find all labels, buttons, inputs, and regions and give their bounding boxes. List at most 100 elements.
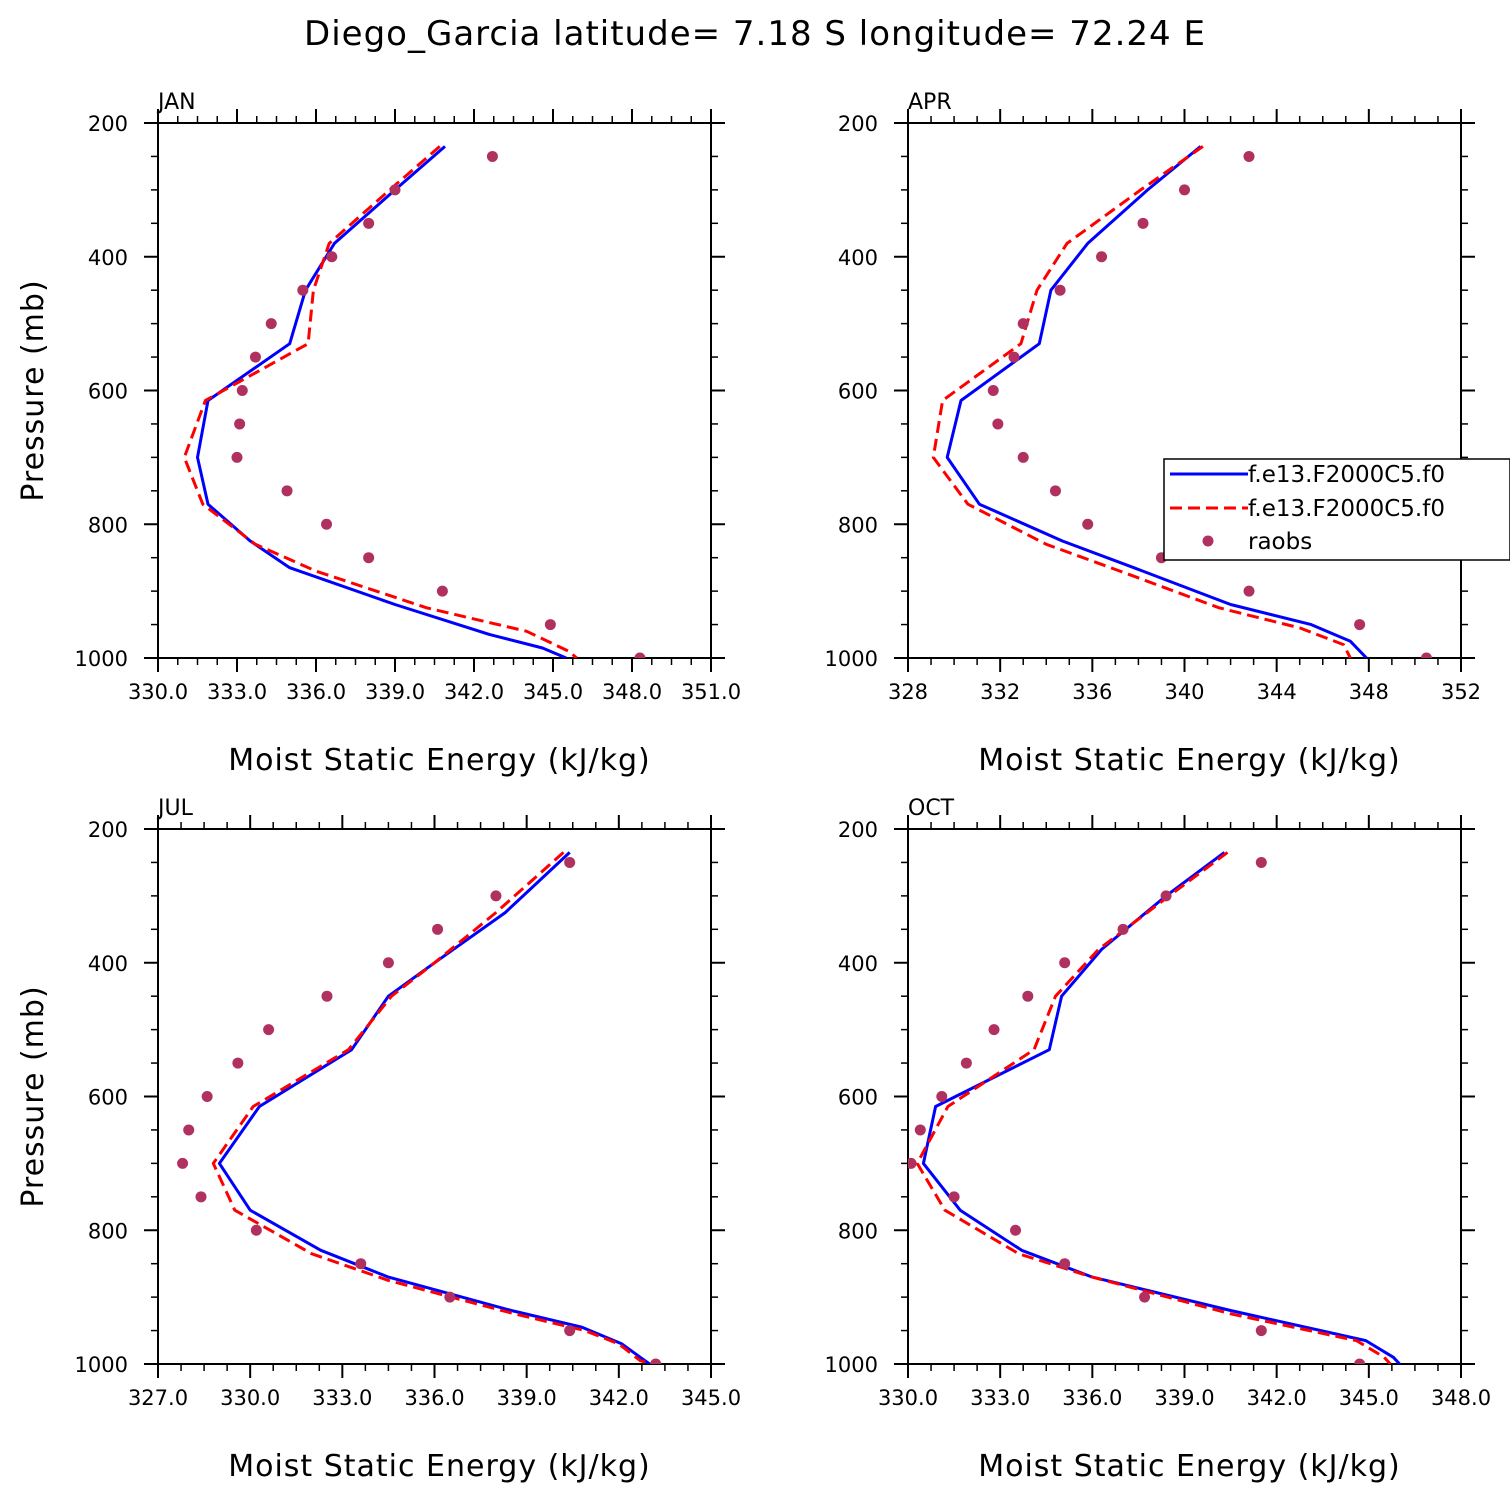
y-tick-label-apr: 200	[838, 112, 878, 136]
legend-label-solid: f.e13.F2000C5.f0	[1248, 462, 1445, 488]
raobs-point	[1117, 923, 1129, 935]
x-tick-label-oct: 333.0	[970, 1386, 1030, 1410]
raobs-point	[564, 856, 576, 868]
raobs-point	[1354, 1358, 1366, 1364]
panel-label-jul: JUL	[156, 796, 194, 821]
x-tick-label-jul: 339.0	[497, 1386, 557, 1410]
x-tick-label-oct: 342.0	[1247, 1386, 1307, 1410]
raobs-point	[265, 318, 277, 330]
series-line-solid	[945, 145, 1368, 658]
panel-oct: OCT 330.0 333.0 336.0 339.0 342.0 345.0 348.0 20…	[825, 796, 1492, 1484]
raobs-point	[1255, 856, 1267, 868]
legend-label-raobs: raobs	[1248, 529, 1312, 555]
legend-entry-dashed: f.e13.F2000C5.f0	[1170, 496, 1445, 522]
raobs-point	[236, 385, 248, 396]
y-tick-label-jul: 800	[88, 1219, 128, 1243]
raobs-point	[544, 619, 556, 631]
series-line-dashed	[931, 145, 1352, 658]
raobs-point	[1354, 619, 1366, 631]
x-tick-label-jul: 330.0	[220, 1386, 280, 1410]
panel-label-jan: JAN	[156, 90, 196, 115]
x-tick-label-jan: 342.0	[444, 680, 504, 704]
x-tick-label-jan: 336.0	[286, 680, 346, 704]
x-tick-label-jan: 333.0	[207, 680, 267, 704]
figure-title: Diego_Garcia latitude= 7.18 S longitude=…	[304, 14, 1206, 54]
raobs-point	[382, 957, 394, 969]
x-tick-label-jul: 336.0	[404, 1386, 464, 1410]
raobs-point	[490, 890, 502, 902]
raobs-point	[1049, 485, 1061, 497]
x-tick-label-oct: 330.0	[878, 1386, 938, 1410]
raobs-point	[195, 1191, 207, 1203]
x-tick-label-apr: 348	[1349, 680, 1389, 704]
x-axis-label-oct: Moist Static Energy (kJ/kg)	[978, 1449, 1401, 1484]
y-tick-label-jul: 600	[88, 1086, 128, 1110]
x-axis-label-jan: Moist Static Energy (kJ/kg)	[228, 743, 651, 778]
x-tick-label-jan: 330.0	[128, 680, 188, 704]
raobs-point	[263, 1024, 275, 1036]
raobs-point	[988, 1024, 1000, 1036]
y-tick-label-oct: 600	[838, 1086, 878, 1110]
legend: f.e13.F2000C5.f0 f.e13.F2000C5.f0 raobs	[1163, 458, 1510, 561]
x-axis-label-apr: Moist Static Energy (kJ/kg)	[978, 743, 1401, 778]
x-tick-label-oct: 339.0	[1154, 1386, 1214, 1410]
series-line-solid	[196, 145, 567, 658]
x-tick-label-apr: 344	[1257, 680, 1297, 704]
raobs-point	[281, 485, 293, 497]
legend-box	[1163, 458, 1510, 561]
y-tick-label-apr: 1000	[825, 647, 878, 671]
x-axis-label-jul: Moist Static Energy (kJ/kg)	[228, 1449, 651, 1484]
raobs-point	[183, 1124, 195, 1136]
y-tick-label-jan: 800	[88, 513, 128, 537]
raobs-point	[960, 1057, 972, 1069]
x-tick-label-apr: 332	[980, 680, 1020, 704]
x-tick-label-jan: 339.0	[365, 680, 425, 704]
raobs-point	[1179, 184, 1190, 196]
raobs-point	[1137, 217, 1149, 229]
x-tick-label-jul: 333.0	[312, 1386, 372, 1410]
legend-marker-raobs	[1202, 535, 1214, 547]
y-axis-label-jan: Pressure (mb)	[16, 279, 51, 501]
raobs-point	[436, 585, 448, 597]
y-tick-label-jan: 600	[88, 380, 128, 404]
y-tick-label-jan: 400	[88, 246, 128, 270]
y-tick-label-oct: 400	[838, 952, 878, 976]
plot-area-oct	[908, 851, 1401, 1364]
x-tick-label-oct: 348.0	[1431, 1386, 1491, 1410]
raobs-point	[234, 418, 246, 430]
plot-frame-jul	[157, 828, 712, 1365]
y-tick-label-apr: 800	[838, 513, 878, 537]
raobs-point	[232, 1057, 244, 1069]
x-tick-label-jan: 345.0	[523, 680, 583, 704]
plot-area-apr	[931, 145, 1432, 658]
raobs-point	[297, 284, 309, 296]
raobs-point	[634, 652, 646, 658]
raobs-point	[1010, 1224, 1022, 1236]
y-tick-label-oct: 1000	[825, 1353, 878, 1377]
y-tick-label-apr: 600	[838, 380, 878, 404]
y-axis-label-jul: Pressure (mb)	[16, 985, 51, 1207]
plot-area-jan	[182, 145, 646, 658]
x-tick-label-jan: 351.0	[681, 680, 741, 704]
series-line-dashed	[915, 851, 1392, 1364]
raobs-point	[948, 1191, 960, 1203]
x-tick-label-jul: 327.0	[128, 1386, 188, 1410]
x-tick-label-apr: 340	[1164, 680, 1204, 704]
raobs-point	[987, 385, 999, 396]
raobs-point	[355, 1258, 367, 1270]
raobs-point	[231, 451, 243, 463]
raobs-point	[249, 351, 261, 363]
y-tick-label-oct: 800	[838, 1219, 878, 1243]
series-line-dashed	[211, 851, 653, 1364]
raobs-point	[486, 150, 498, 162]
panel-jan: JAN 330.0 333.0 336.0 339.0 342.0 345.0 348.0 35…	[16, 90, 741, 778]
x-tick-label-jul: 345.0	[681, 1386, 741, 1410]
raobs-point	[564, 1325, 576, 1337]
raobs-point	[1054, 284, 1066, 296]
plot-area-jul	[177, 851, 662, 1364]
raobs-point	[650, 1358, 662, 1364]
raobs-point	[1420, 652, 1432, 658]
x-tick-label-jan: 348.0	[602, 680, 662, 704]
raobs-point	[389, 184, 401, 196]
